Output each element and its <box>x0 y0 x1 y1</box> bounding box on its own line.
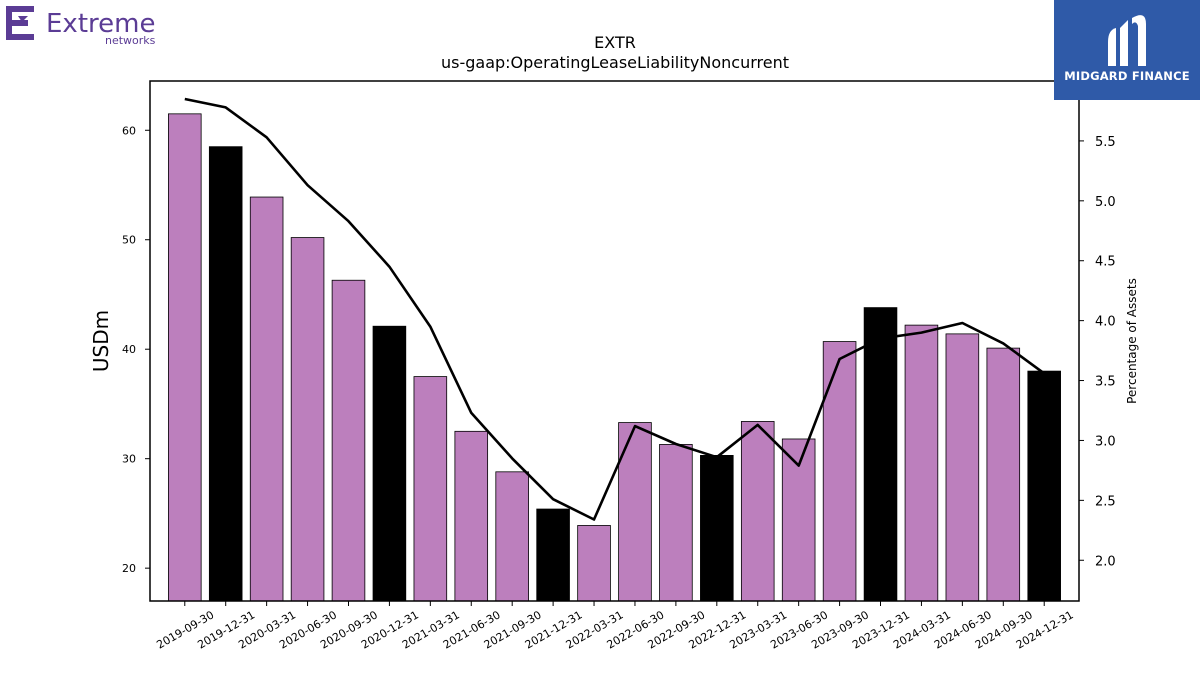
company-logo: Extreme networks <box>4 4 179 48</box>
bar-2019-12-31 <box>208 146 243 602</box>
y-axis-label: USDm <box>89 310 113 372</box>
y-tick-label: 30 <box>122 453 136 466</box>
bar-2020-06-30 <box>290 237 325 602</box>
bar-2021-06-30 <box>454 430 489 602</box>
y2-tick-label: 2.5 <box>1095 494 1116 509</box>
bar-2024-03-31 <box>904 324 939 602</box>
bar-2020-09-30 <box>331 279 366 602</box>
bar-2021-03-31 <box>413 376 448 602</box>
y2-tick-label: 4.5 <box>1095 255 1116 270</box>
company-suffix: networks <box>105 34 156 47</box>
bar-2023-03-31 <box>740 421 775 602</box>
bar-2024-06-30 <box>945 333 980 602</box>
percentage-line <box>184 97 1045 521</box>
y2-tick-label: 4.0 <box>1095 315 1116 330</box>
chart-subtitle: us-gaap:OperatingLeaseLiabilityNoncurren… <box>441 53 789 72</box>
y-tick-label: 60 <box>122 124 136 137</box>
bar-2024-09-30 <box>986 347 1021 602</box>
y2-axis-label: Percentage of Assets <box>1125 278 1139 404</box>
bar-2024-12-31 <box>1027 370 1061 602</box>
bar-2020-03-31 <box>249 196 284 602</box>
line-layer <box>184 97 1045 521</box>
y2-tick-label: 3.5 <box>1095 375 1116 390</box>
chart-title: EXTR <box>594 33 636 52</box>
bar-2023-12-31 <box>863 307 898 602</box>
publisher-logo-mark-icon <box>1108 15 1146 67</box>
y2-tick-label: 3.0 <box>1095 434 1116 449</box>
extreme-logo-mark-icon: Extreme networks <box>6 6 156 47</box>
publisher-badge: MIDGARD FINANCE <box>1054 0 1200 100</box>
bar-2021-09-30 <box>495 471 529 602</box>
bar-2022-09-30 <box>659 444 693 602</box>
bars-layer <box>168 113 1061 602</box>
y2-tick-label: 2.0 <box>1095 554 1116 569</box>
y2-tick-label: 5.5 <box>1095 135 1116 150</box>
publisher-name: MIDGARD FINANCE <box>1064 69 1190 83</box>
bar-2020-12-31 <box>372 325 407 602</box>
y-axis-left: 20 30 40 50 60 <box>122 124 150 575</box>
y-axis-right: 2.0 2.5 3.0 3.5 4.0 4.5 5.0 5.5 <box>1079 135 1116 569</box>
y2-tick-label: 5.0 <box>1095 195 1116 210</box>
bar-2019-09-30 <box>168 113 202 602</box>
y-tick-label: 40 <box>122 343 136 356</box>
bar-2021-12-31 <box>536 508 570 602</box>
y-tick-label: 20 <box>122 562 136 575</box>
company-name: Extreme <box>46 9 155 39</box>
bar-2022-03-31 <box>577 525 611 602</box>
y-tick-label: 50 <box>122 234 136 247</box>
bar-2023-09-30 <box>822 341 857 602</box>
plot-frame <box>149 80 1080 602</box>
bar-2022-12-31 <box>700 454 734 602</box>
x-axis: 2019-09-302019-12-312020-03-312020-06-30… <box>154 601 1076 652</box>
